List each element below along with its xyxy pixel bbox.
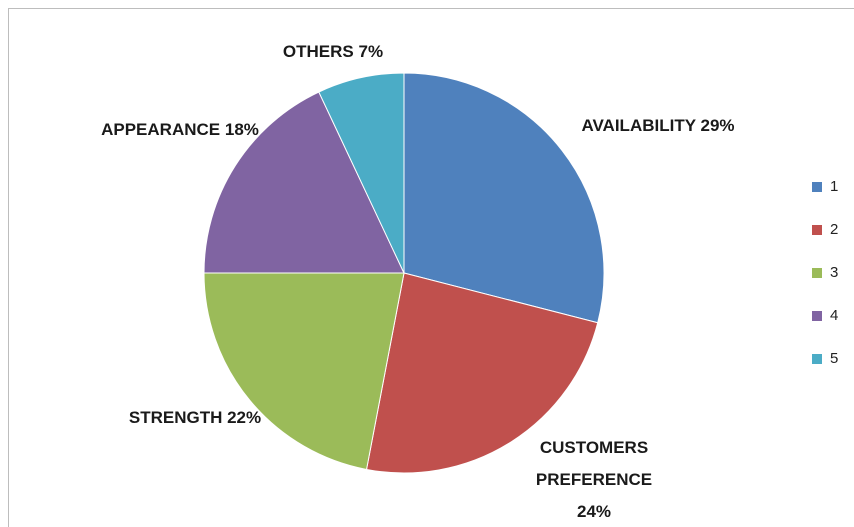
slice-percent: 29% [700,116,735,135]
slice-name: OTHERS [282,42,354,61]
pie-slice [318,72,405,274]
plot-frame [8,8,854,527]
legend-label: 1 [830,178,838,195]
legend-swatch [812,182,822,192]
data-label: STRENGTH 22% [125,402,265,434]
legend-swatch [812,354,822,364]
legend-label: 2 [830,221,838,238]
slice-name: AVAILABILITY [581,116,696,135]
data-label: APPEARANCE 18% [100,114,260,146]
slice-name: APPEARANCE [101,120,221,139]
legend-label: 4 [830,307,838,324]
pie-slice [365,272,599,474]
slice-percent: 18% [224,120,259,139]
data-label: OTHERS 7% [233,36,433,68]
legend-label: 3 [830,264,838,281]
slice-name: STRENGTH [128,408,223,427]
slice-name: CUSTOMERS PREFERENCE [535,438,653,489]
pie-slice [203,272,405,471]
legend-swatch [812,225,822,235]
legend-swatch [812,311,822,321]
pie-slice [403,72,605,324]
slice-percent: 22% [227,408,262,427]
data-label: AVAILABILITY 29% [578,110,738,142]
slice-percent: 7% [358,42,384,61]
slice-percent: 24% [576,502,612,521]
pie-slice [203,91,405,274]
legend-label: 5 [830,350,838,367]
data-label: CUSTOMERS PREFERENCE 24% [519,432,669,527]
legend-swatch [812,268,822,278]
